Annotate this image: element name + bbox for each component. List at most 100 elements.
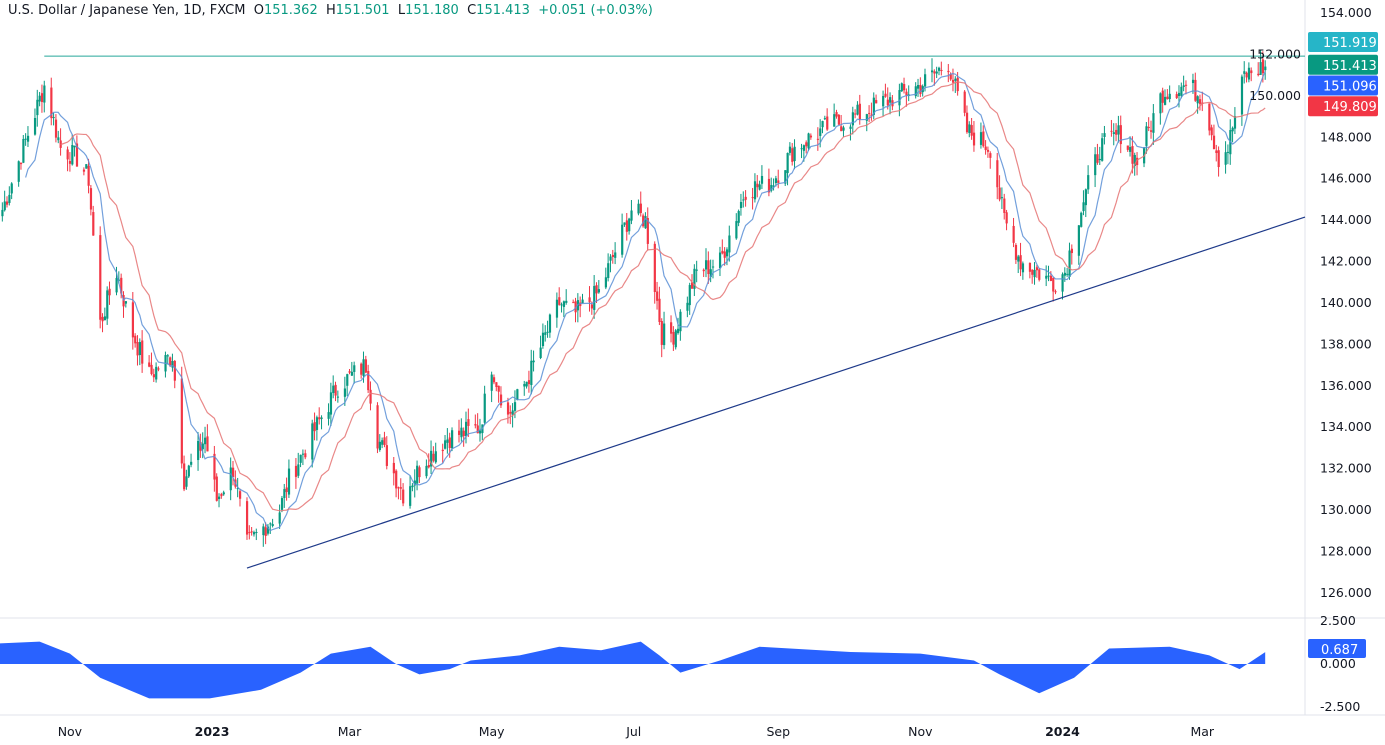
candle-body [718,252,722,269]
candle-body [250,531,253,533]
candle-body [695,269,698,271]
candle [1110,119,1113,137]
candle-body [315,417,319,430]
candle [886,87,889,110]
tag-cyan-resistance-bg [1308,31,1378,52]
candle [739,193,743,216]
candle-body [334,384,337,396]
candle-body [774,178,778,184]
candle-body [595,285,598,294]
candle-body [513,402,517,411]
candle-body [1212,135,1216,150]
candle [318,407,321,425]
candle-body [327,412,330,419]
close-label: C [467,3,477,18]
candle-body [963,91,966,113]
candle [304,449,307,460]
candle [395,469,398,498]
candle-body [744,196,747,200]
candle-body [1226,151,1230,153]
candle [57,130,60,144]
candle [416,460,419,491]
candle-body [870,114,873,117]
candle-body [50,87,53,119]
candle-body [1264,66,1267,71]
candle [982,125,985,148]
candle [989,151,992,169]
candle [1070,244,1073,265]
candle [360,362,363,379]
candle-body [120,277,123,294]
candle [833,103,836,127]
candle [937,66,941,76]
candle-body [886,99,889,106]
candle [889,92,892,115]
candle [283,483,286,508]
candle-body [232,467,235,478]
candle [1145,121,1148,154]
candle-body [728,235,731,253]
candle [1201,91,1204,112]
candle-body [1180,86,1183,96]
candle [1052,277,1055,302]
candle [68,152,72,172]
open-value: 151.362 [263,3,318,18]
candle-body [560,304,563,306]
candle [451,427,454,452]
candle [579,296,582,318]
candle [19,162,23,170]
candle [24,133,27,146]
high-label: H [326,3,336,18]
candle [970,117,973,140]
candle [245,497,249,540]
candle [1136,152,1139,176]
candle [805,140,808,154]
change-value: +0.051 (+0.03%) [538,3,653,18]
candle-body [788,146,792,153]
candle [621,213,624,258]
candle [1210,124,1213,141]
candle-body [590,304,594,309]
candle [1117,115,1120,143]
candle [1068,242,1071,280]
time-tick-label: Nov [908,724,933,739]
candle-body [756,183,759,188]
candle [1045,265,1048,287]
candle [157,366,160,372]
candle [1035,265,1039,278]
candle-body [1131,146,1134,164]
candle-body [395,470,398,489]
candle [767,168,771,197]
candle [297,452,300,479]
candle-body [956,77,959,92]
candle-body [66,149,69,160]
candle-body [581,299,584,304]
candle-body [937,67,941,71]
candle-body [558,297,561,305]
candle [597,280,601,294]
candle-body [686,302,689,311]
candle [677,317,680,335]
candle-body [22,138,25,163]
candle [1194,72,1197,102]
candle [311,419,314,468]
candle-body [141,340,144,364]
candle [138,338,141,366]
candle-body [462,430,465,437]
tag-ma2-bg [1308,96,1378,117]
candle-body [215,476,218,501]
candle-body [199,441,202,451]
candle [800,143,803,159]
candle-body [1094,154,1097,176]
oscillator-area [0,641,1266,699]
candle [772,178,775,191]
candle [1177,85,1181,108]
candle [816,127,820,151]
candle [625,213,628,241]
candle-body [653,243,656,293]
candle-body [709,269,712,278]
candle [458,419,461,443]
candle-body [26,135,30,142]
candle-body [660,321,663,345]
